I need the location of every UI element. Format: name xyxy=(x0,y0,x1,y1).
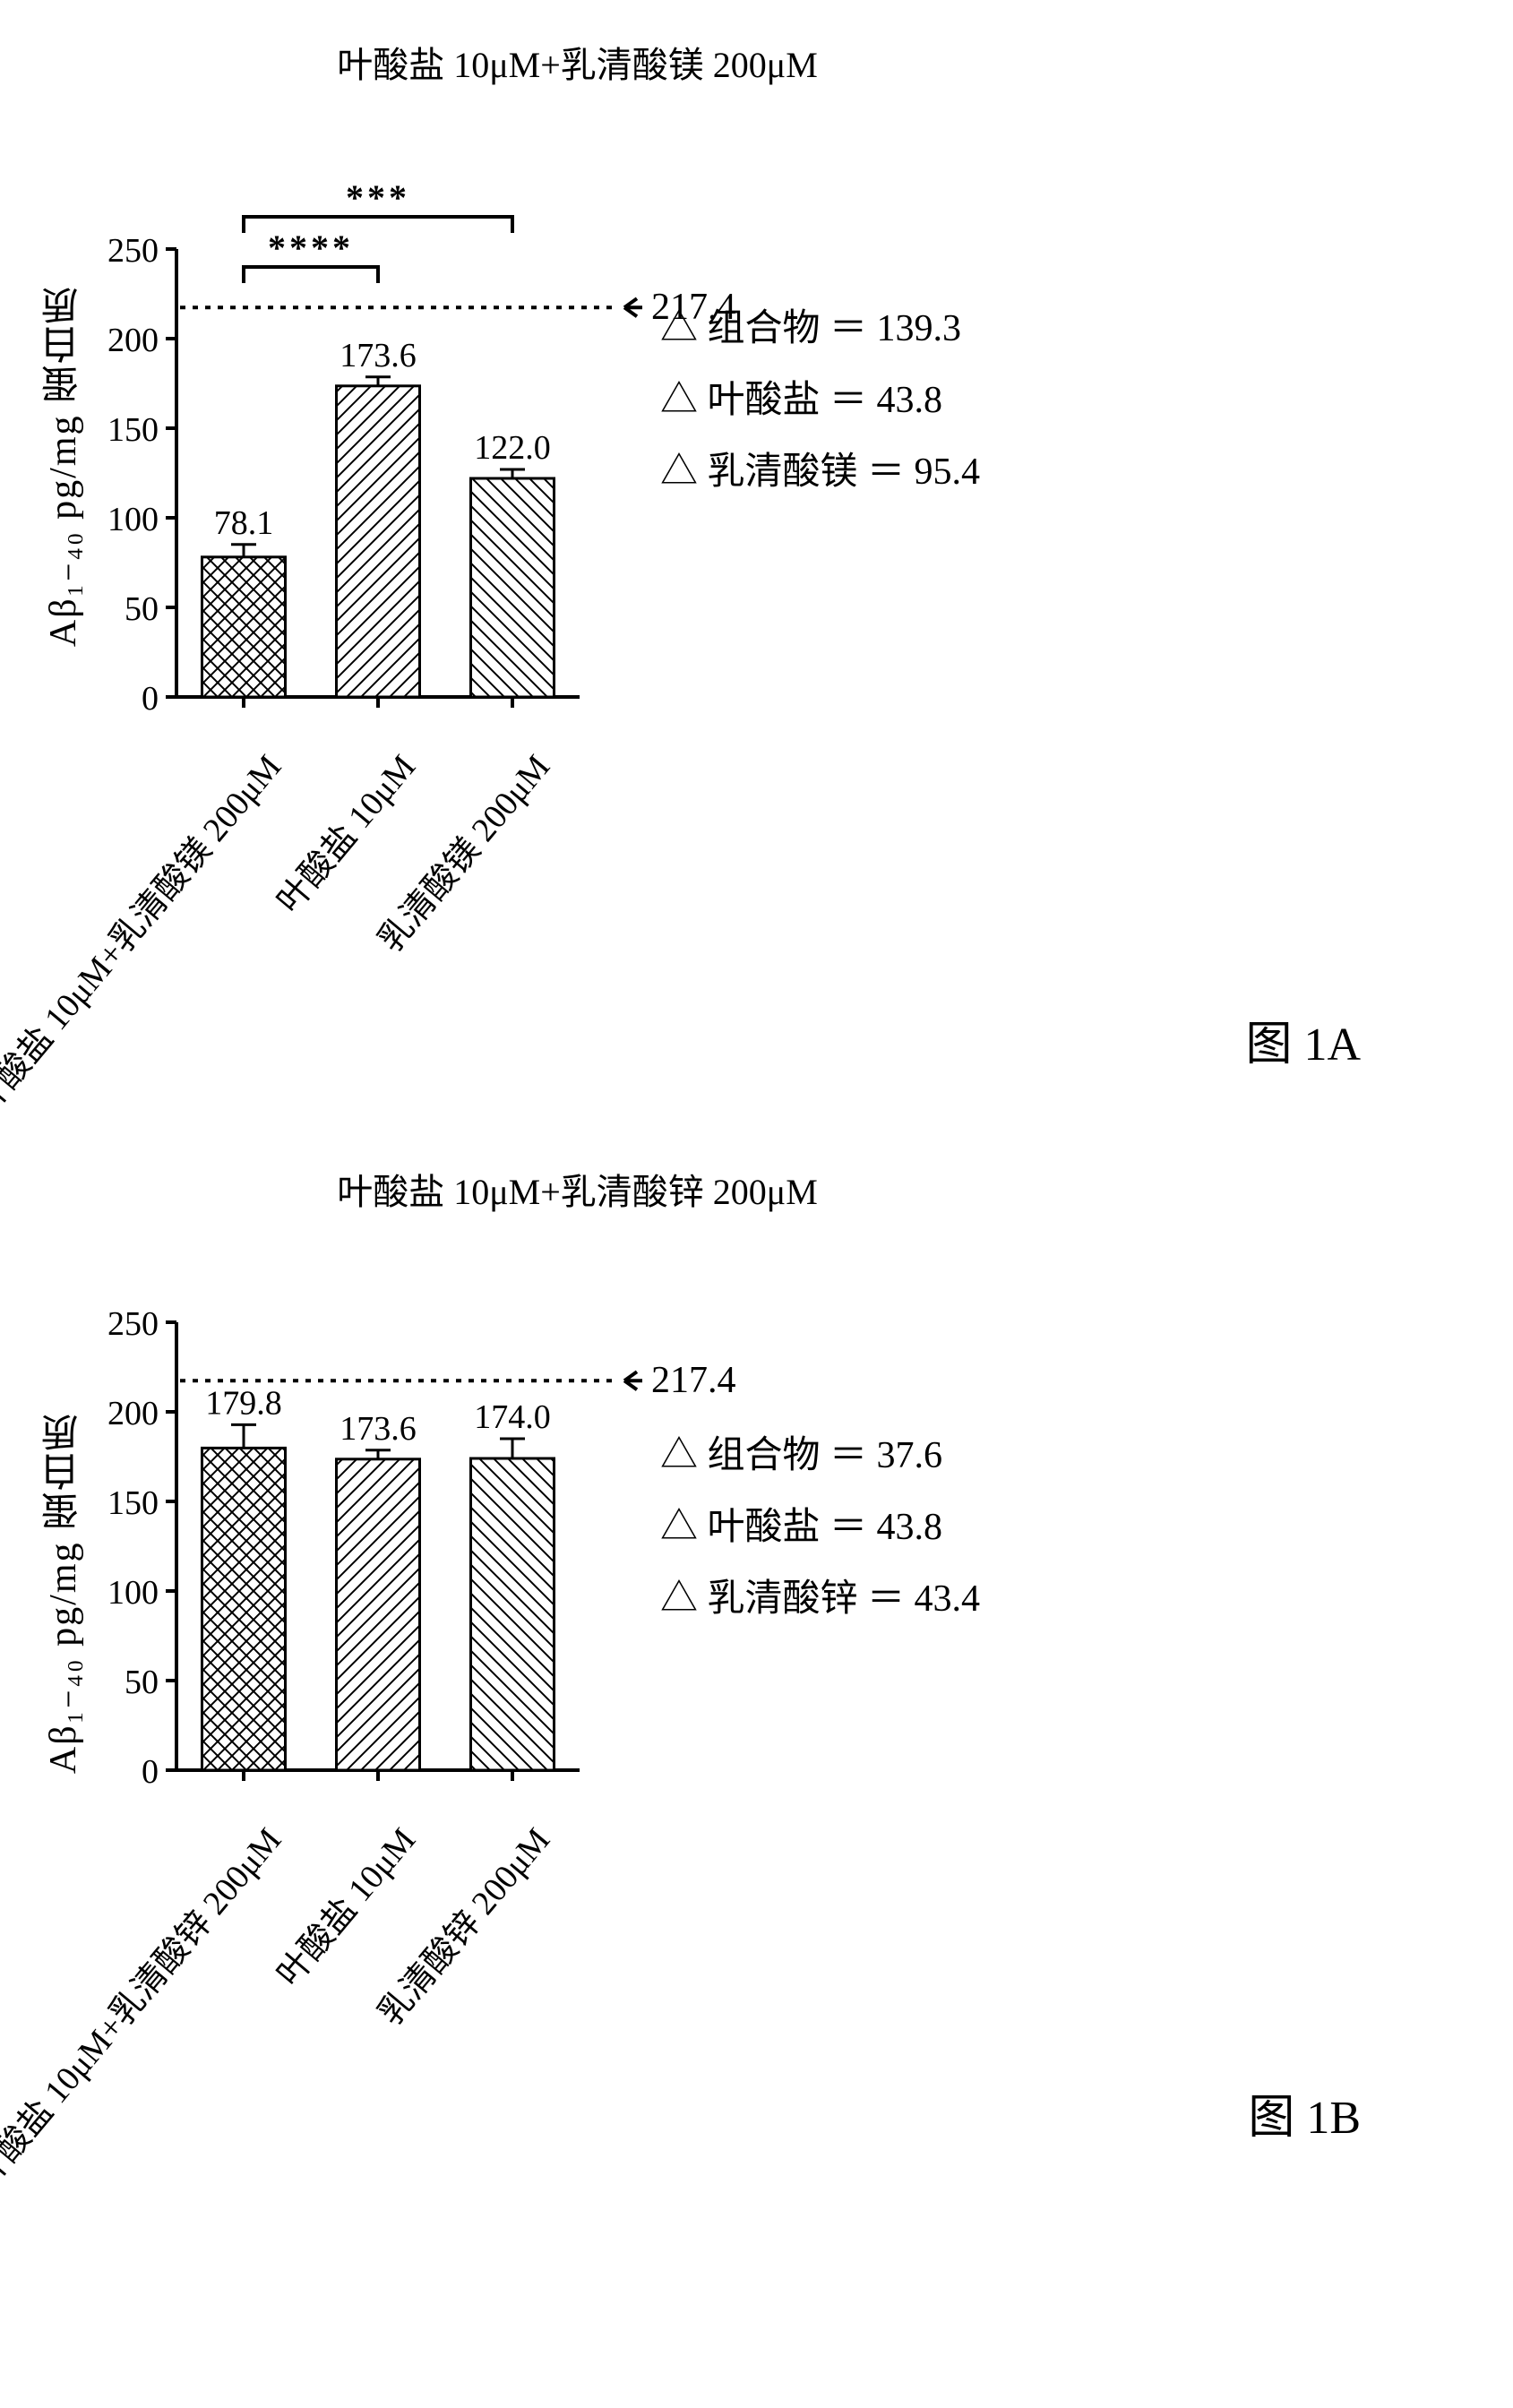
delta-row: △ 叶酸盐 ＝ 43.8 xyxy=(660,1492,980,1564)
plot-area-a: 05010015020025078.1173.6122.0******* 叶酸盐… xyxy=(96,142,651,1091)
svg-text:0: 0 xyxy=(142,680,159,718)
svg-text:100: 100 xyxy=(107,501,159,538)
svg-text:200: 200 xyxy=(107,322,159,359)
svg-text:173.6: 173.6 xyxy=(340,337,417,374)
x-tick-label: 叶酸盐 10μM+乳清酸镁 200μM xyxy=(0,742,290,1123)
svg-text:179.8: 179.8 xyxy=(205,1384,282,1422)
svg-text:100: 100 xyxy=(107,1574,159,1612)
figure-1a: 叶酸盐 10μM+乳清酸镁 200μM Aβ₁₋₄₀ pg/mg 蛋白质 050… xyxy=(36,36,1477,1091)
svg-text:0: 0 xyxy=(142,1753,159,1791)
chart-title-a: 叶酸盐 10μM+乳清酸镁 200μM xyxy=(0,36,1477,88)
figure-label-a: 图 1A xyxy=(1245,1006,1361,1073)
x-axis-labels-b: 叶酸盐 10μM+乳清酸锌 200μM叶酸盐 10μM乳清酸锌 200μM xyxy=(96,1806,651,2164)
delta-row: △ 乳清酸镁 ＝ 95.4 xyxy=(660,437,980,509)
x-axis-labels-a: 叶酸盐 10μM+乳清酸镁 200μM叶酸盐 10μM乳清酸镁 200μM xyxy=(96,733,651,1091)
bar-chart-b: 0 50 100 150 200 250 179.8 173.6 174.0 xyxy=(96,1268,651,1806)
figure-label-b: 图 1B xyxy=(1248,2079,1361,2146)
y-axis-label-a: Aβ₁₋₄₀ pg/mg 蛋白质 xyxy=(36,285,90,647)
svg-text:78.1: 78.1 xyxy=(214,504,274,542)
svg-text:****: **** xyxy=(268,228,354,268)
svg-text:250: 250 xyxy=(107,232,159,270)
svg-text:150: 150 xyxy=(107,1484,159,1522)
x-tick-label: 叶酸盐 10μM+乳清酸锌 200μM xyxy=(0,1815,290,2197)
delta-row: △ 组合物 ＝ 37.6 xyxy=(660,1421,980,1492)
reference-line-label-b: 217.4 xyxy=(651,1359,736,1402)
svg-text:122.0: 122.0 xyxy=(474,429,551,467)
delta-legend-b: △ 组合物 ＝ 37.6△ 叶酸盐 ＝ 43.8△ 乳清酸锌 ＝ 43.4 xyxy=(660,1421,980,1635)
figure-1b: 叶酸盐 10μM+乳清酸锌 200μM Aβ₁₋₄₀ pg/mg 蛋白质 050… xyxy=(36,1163,1477,2164)
svg-text:***: *** xyxy=(346,177,410,218)
svg-text:150: 150 xyxy=(107,411,159,449)
delta-row: △ 乳清酸锌 ＝ 43.4 xyxy=(660,1564,980,1636)
svg-text:50: 50 xyxy=(125,1664,159,1701)
svg-text:250: 250 xyxy=(107,1305,159,1343)
y-axis-label-b: Aβ₁₋₄₀ pg/mg 蛋白质 xyxy=(36,1412,90,1774)
svg-text:174.0: 174.0 xyxy=(474,1398,551,1436)
svg-text:173.6: 173.6 xyxy=(340,1410,417,1448)
svg-text:200: 200 xyxy=(107,1395,159,1432)
svg-text:50: 50 xyxy=(125,590,159,628)
reference-line-label-a: 217.4 xyxy=(651,286,736,329)
plot-area-b: 0 50 100 150 200 250 179.8 173.6 174.0 叶酸盐 10μM+… xyxy=(96,1268,651,2164)
chart-title-b: 叶酸盐 10μM+乳清酸锌 200μM xyxy=(0,1163,1477,1215)
delta-row: △ 叶酸盐 ＝ 43.8 xyxy=(660,366,980,437)
bar-chart-a: 05010015020025078.1173.6122.0******* xyxy=(96,142,651,733)
